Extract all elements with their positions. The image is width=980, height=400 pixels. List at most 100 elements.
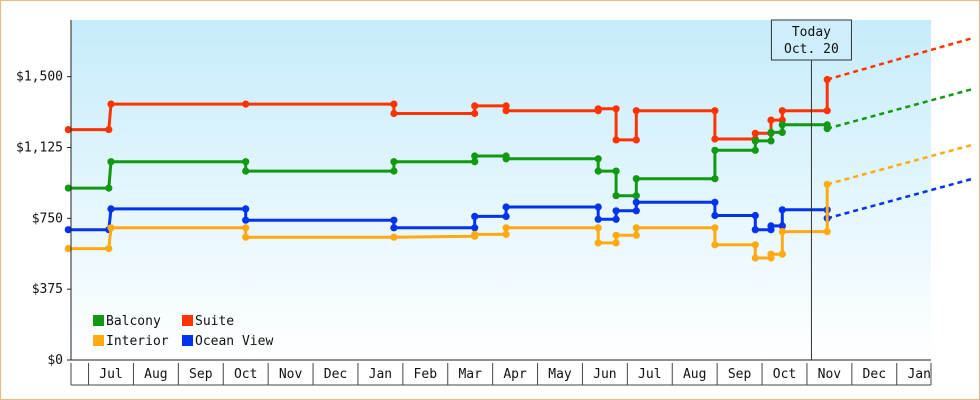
data-point-suite bbox=[778, 107, 786, 115]
data-point-ocean-view bbox=[612, 207, 620, 215]
data-point-interior bbox=[64, 245, 72, 253]
data-point-suite bbox=[471, 109, 479, 118]
data-point-ocean-view bbox=[390, 224, 398, 232]
legend-swatch-ocean-view bbox=[182, 335, 193, 346]
data-point-interior bbox=[502, 224, 510, 232]
y-tick-label: $1,500 bbox=[16, 70, 63, 85]
series-layer bbox=[64, 36, 974, 262]
data-point-ocean-view bbox=[502, 212, 510, 220]
data-point-balcony bbox=[767, 137, 775, 145]
data-point-ocean-view bbox=[242, 205, 250, 213]
data-point-ocean-view bbox=[632, 207, 640, 215]
data-point-ocean-view bbox=[632, 198, 640, 206]
x-tick-label: Mar bbox=[458, 367, 482, 382]
data-point-balcony bbox=[632, 175, 640, 183]
data-point-ocean-view bbox=[471, 212, 479, 220]
legend-label-ocean-view: Ocean View bbox=[195, 334, 273, 349]
forecast-line-suite bbox=[826, 36, 974, 81]
data-point-ocean-view bbox=[64, 226, 72, 234]
data-point-balcony bbox=[105, 184, 113, 192]
data-point-interior bbox=[767, 250, 775, 258]
data-point-ocean-view bbox=[471, 224, 479, 232]
today-marker: Today Oct. 20 bbox=[770, 19, 852, 360]
axis-layer: $0 $375 $750 $1,125 $1,500 Jul Aug Sep Oct Nov Dec… bbox=[16, 20, 932, 386]
data-point-balcony bbox=[502, 155, 510, 163]
data-point-balcony bbox=[64, 184, 72, 192]
x-tick-label: Aug bbox=[683, 367, 706, 382]
forecast-line-ocean-view bbox=[826, 177, 974, 220]
data-point-balcony bbox=[767, 128, 775, 136]
data-point-interior bbox=[751, 254, 759, 262]
data-point-suite bbox=[632, 136, 640, 144]
data-point-ocean-view bbox=[612, 215, 620, 223]
data-point-balcony bbox=[751, 137, 759, 145]
data-point-interior bbox=[823, 228, 831, 236]
data-point-interior bbox=[711, 224, 719, 232]
x-tick-label: Jun bbox=[593, 367, 616, 382]
x-tick-label: Oct bbox=[234, 367, 257, 382]
forecast-line-balcony bbox=[826, 87, 974, 130]
data-point-suite bbox=[64, 126, 72, 134]
legend-label-interior: Interior bbox=[106, 334, 169, 349]
data-point-interior bbox=[105, 245, 113, 253]
data-point-ocean-view bbox=[711, 198, 719, 206]
data-point-balcony bbox=[751, 146, 759, 154]
data-point-balcony bbox=[471, 158, 479, 166]
data-point-balcony bbox=[711, 175, 719, 183]
x-tick-label: Aug bbox=[144, 367, 167, 382]
data-point-suite bbox=[242, 100, 250, 108]
data-point-interior bbox=[242, 233, 250, 241]
data-point-suite bbox=[632, 107, 640, 115]
data-point-ocean-view bbox=[107, 205, 115, 213]
data-point-interior bbox=[390, 233, 398, 241]
data-point-interior bbox=[711, 241, 719, 249]
legend: Balcony Suite Interior Ocean View bbox=[93, 314, 273, 349]
data-point-ocean-view bbox=[751, 211, 759, 220]
data-point-suite bbox=[105, 126, 113, 134]
data-point-interior bbox=[242, 224, 250, 232]
data-point-balcony bbox=[823, 125, 831, 133]
legend-label-suite: Suite bbox=[195, 314, 234, 329]
data-point-balcony bbox=[632, 192, 640, 200]
legend-swatch-balcony bbox=[93, 315, 104, 326]
data-point-balcony bbox=[242, 158, 250, 166]
data-point-suite bbox=[711, 135, 719, 143]
data-point-suite bbox=[390, 100, 398, 108]
data-point-suite bbox=[612, 105, 620, 113]
plot-area bbox=[71, 20, 931, 360]
x-tick-label: Nov bbox=[818, 367, 842, 382]
data-point-ocean-view bbox=[390, 216, 398, 224]
data-point-interior bbox=[751, 241, 759, 249]
data-point-balcony bbox=[778, 128, 786, 136]
data-point-balcony bbox=[107, 158, 115, 166]
data-point-interior bbox=[823, 180, 831, 188]
data-point-ocean-view bbox=[778, 206, 786, 214]
x-tick-label: May bbox=[548, 367, 572, 382]
x-tick-label: Feb bbox=[414, 367, 438, 382]
legend-label-balcony: Balcony bbox=[106, 314, 161, 329]
today-label: Today bbox=[792, 25, 831, 40]
data-point-ocean-view bbox=[242, 216, 250, 224]
data-point-suite bbox=[823, 107, 831, 115]
y-tick-label: $1,125 bbox=[16, 141, 63, 156]
data-point-ocean-view bbox=[778, 222, 786, 230]
data-point-suite bbox=[612, 136, 620, 144]
data-point-interior bbox=[778, 250, 786, 258]
x-tick-label: Oct bbox=[773, 367, 796, 382]
data-point-ocean-view bbox=[594, 215, 602, 223]
data-point-interior bbox=[632, 231, 640, 239]
data-point-ocean-view bbox=[767, 222, 775, 230]
y-tick-label: $750 bbox=[32, 211, 63, 226]
data-point-suite bbox=[390, 109, 398, 118]
data-point-balcony bbox=[390, 158, 398, 166]
data-point-interior bbox=[502, 230, 510, 238]
today-date: Oct. 20 bbox=[784, 42, 839, 57]
data-point-balcony bbox=[242, 167, 250, 175]
data-point-suite bbox=[471, 102, 479, 110]
data-point-balcony bbox=[778, 121, 786, 129]
data-point-balcony bbox=[711, 146, 719, 154]
legend-swatch-interior bbox=[93, 335, 104, 346]
x-tick-label: Apr bbox=[503, 367, 527, 382]
data-point-interior bbox=[594, 239, 602, 247]
